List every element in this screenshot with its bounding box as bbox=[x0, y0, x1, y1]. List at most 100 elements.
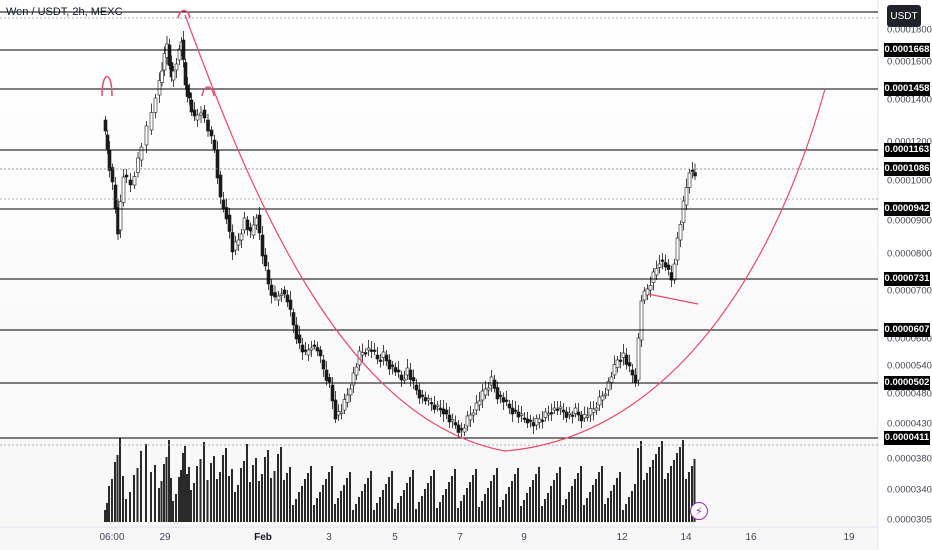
candle-body bbox=[279, 293, 284, 296]
volume-bar bbox=[231, 469, 233, 522]
price-tick: 0.0000800 bbox=[887, 248, 932, 260]
volume-bar bbox=[295, 499, 297, 522]
volume-bar bbox=[304, 479, 306, 522]
candle-body bbox=[576, 411, 581, 416]
volume-bar bbox=[180, 470, 182, 522]
time-tick: 5 bbox=[392, 532, 398, 543]
volume-bar bbox=[622, 510, 624, 522]
candle-body bbox=[132, 176, 137, 186]
volume-bar bbox=[406, 483, 408, 522]
volume-bar bbox=[613, 485, 615, 522]
volume-bar bbox=[400, 496, 402, 522]
candle-body bbox=[393, 367, 398, 373]
candle-body bbox=[495, 387, 500, 400]
currency-button[interactable]: USDT bbox=[887, 5, 921, 27]
volume-bar bbox=[298, 492, 300, 522]
price-level-label[interactable]: 0.0001163 bbox=[884, 143, 930, 157]
candle-body bbox=[606, 381, 611, 391]
volume-bar bbox=[154, 465, 156, 522]
candle-body bbox=[257, 214, 262, 234]
candle-body bbox=[591, 408, 596, 413]
price-level-label[interactable]: 0.0000942 bbox=[884, 202, 930, 216]
candle-body bbox=[327, 377, 332, 383]
price-level-label[interactable]: 0.0000411 bbox=[884, 431, 930, 445]
candle-body bbox=[139, 146, 144, 161]
volume-bar bbox=[556, 473, 558, 522]
candle-body bbox=[681, 200, 686, 223]
price-level-label[interactable]: 0.0001668 bbox=[884, 43, 930, 57]
candle-body bbox=[136, 157, 140, 173]
candle-body bbox=[447, 414, 452, 423]
volume-bar bbox=[418, 502, 420, 522]
candle-body bbox=[300, 344, 305, 353]
volume-bar bbox=[319, 492, 321, 522]
volume-bar bbox=[631, 491, 633, 522]
price-level-label[interactable]: 0.0001086 bbox=[884, 162, 930, 176]
volume-bar bbox=[628, 497, 630, 522]
volume-bar bbox=[136, 468, 139, 522]
price-level-label[interactable]: 0.0000731 bbox=[884, 272, 930, 286]
candle-body bbox=[459, 428, 464, 431]
candle-body bbox=[432, 404, 437, 410]
candle-body bbox=[642, 290, 647, 301]
candle-body bbox=[660, 259, 665, 262]
volume-bar bbox=[331, 466, 333, 522]
volume-bar bbox=[203, 442, 205, 522]
candle-body bbox=[224, 207, 229, 220]
candle-body bbox=[558, 406, 563, 409]
volume-bar bbox=[568, 492, 570, 522]
volume-bar bbox=[364, 484, 366, 522]
candle-body bbox=[360, 352, 365, 356]
candle-body bbox=[291, 312, 296, 326]
candle-body bbox=[221, 199, 226, 209]
price-level-label[interactable]: 0.0000607 bbox=[884, 323, 930, 337]
volume-bar bbox=[316, 498, 318, 522]
volume-bar bbox=[550, 486, 552, 522]
candle-body bbox=[363, 352, 368, 355]
volume-bar bbox=[466, 488, 468, 522]
candle-body bbox=[309, 347, 314, 351]
candle-body bbox=[297, 334, 302, 344]
candle-body bbox=[306, 349, 311, 356]
time-tick: 29 bbox=[159, 532, 171, 543]
candle-body bbox=[369, 349, 374, 352]
price-level-label[interactable]: 0.0001458 bbox=[884, 82, 930, 96]
volume-bar bbox=[595, 479, 597, 522]
candle-body bbox=[251, 224, 256, 236]
candle-body bbox=[666, 264, 671, 270]
candle-body bbox=[239, 233, 244, 241]
candle-body bbox=[600, 395, 605, 401]
candle-body bbox=[636, 337, 641, 381]
candle-body bbox=[110, 167, 115, 183]
volume-bar bbox=[163, 464, 165, 522]
volume-bar bbox=[111, 479, 113, 522]
candle-body bbox=[690, 169, 695, 172]
drawings bbox=[101, 9, 826, 452]
volume-bar bbox=[457, 508, 459, 522]
candle-body bbox=[245, 219, 250, 230]
volume-bar bbox=[625, 504, 627, 522]
volume-bar bbox=[493, 475, 495, 522]
volume-bar bbox=[676, 453, 678, 522]
volume-bar bbox=[655, 454, 657, 522]
candle-body bbox=[507, 403, 512, 409]
candle-body bbox=[645, 288, 650, 296]
candle-body bbox=[390, 364, 395, 367]
volume-bar bbox=[286, 473, 288, 522]
top-marker bbox=[201, 86, 215, 97]
candle-body bbox=[157, 80, 162, 96]
lightning-icon[interactable]: ⚡ bbox=[690, 502, 708, 520]
price-level-label[interactable]: 0.0000502 bbox=[884, 376, 930, 390]
volume-bar bbox=[234, 492, 236, 522]
volume-bar bbox=[261, 474, 263, 522]
volume-bar bbox=[544, 499, 546, 522]
volume-bar bbox=[140, 451, 142, 522]
volume-bar bbox=[334, 504, 336, 522]
volume-bar bbox=[688, 472, 690, 522]
volume-bar bbox=[106, 503, 108, 522]
candle-body bbox=[366, 347, 371, 351]
candle-body bbox=[531, 422, 536, 427]
volume-bar bbox=[133, 475, 135, 522]
